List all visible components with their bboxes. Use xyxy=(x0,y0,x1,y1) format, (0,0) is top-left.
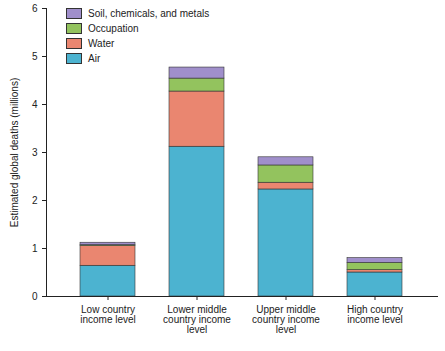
html-text:Occupation: Occupation xyxy=(88,23,139,34)
html-text:Air: Air xyxy=(88,53,101,64)
svg-text:Lower middlecountry incomeleve: Lower middlecountry incomelevel xyxy=(163,304,231,335)
svg-text:3: 3 xyxy=(32,147,38,158)
html-text:Soil, chemicals, and metals: Soil, chemicals, and metals xyxy=(88,8,210,19)
svg-text:6: 6 xyxy=(32,3,38,14)
svg-text:4: 4 xyxy=(32,99,38,110)
svg-text:Low countryincome level: Low countryincome level xyxy=(80,304,136,325)
svg-text:1: 1 xyxy=(32,243,38,254)
svg-text:Upper middlecountry incomeleve: Upper middlecountry incomelevel xyxy=(252,304,320,335)
svg-text:Estimated global deaths (milli: Estimated global deaths (millions) xyxy=(9,78,20,228)
svg-text:5: 5 xyxy=(32,51,38,62)
svg-text:High countryincome level: High countryincome level xyxy=(347,304,403,325)
svg-text:2: 2 xyxy=(32,195,38,206)
svg-text:0: 0 xyxy=(32,291,38,302)
html-text:Water: Water xyxy=(88,38,115,49)
